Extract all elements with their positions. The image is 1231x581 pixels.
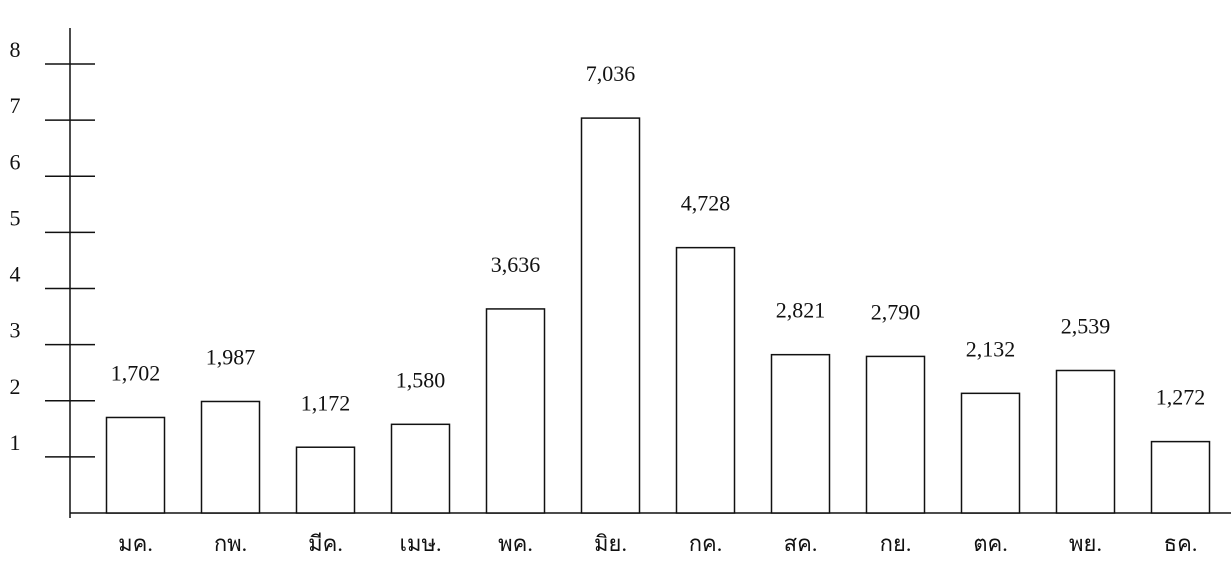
value-label: 3,636: [491, 252, 541, 277]
x-tick-label: เมษ.: [399, 531, 441, 556]
x-tick-label: ตค.: [973, 531, 1008, 556]
y-tick-label: 4: [10, 262, 21, 287]
x-tick-label: กพ.: [214, 531, 247, 556]
y-tick-label: 6: [10, 149, 21, 174]
bar: [200, 400, 261, 514]
x-tick-label: พค.: [498, 531, 533, 556]
x-tick-label: มิย.: [594, 531, 627, 556]
x-tick-label: กย.: [880, 531, 912, 556]
y-tick-label: 1: [10, 430, 21, 455]
bar: [580, 117, 641, 514]
y-tick-label: 8: [10, 37, 21, 62]
value-label: 2,821: [776, 298, 826, 323]
bar: [390, 423, 451, 514]
y-tick-label: 5: [10, 205, 21, 230]
bar: [485, 308, 546, 514]
value-label: 7,036: [586, 61, 636, 86]
y-tick-label: 2: [10, 374, 21, 399]
value-label: 1,702: [111, 361, 161, 386]
value-label: 1,580: [396, 367, 446, 392]
value-label: 4,728: [681, 191, 731, 216]
value-label: 2,790: [871, 299, 921, 324]
value-label: 1,987: [206, 345, 256, 370]
value-label: 2,539: [1061, 314, 1111, 339]
y-tick-label: 7: [10, 93, 21, 118]
bar: [1150, 440, 1211, 514]
x-tick-label: พย.: [1069, 531, 1102, 556]
x-tick-label: มค.: [118, 531, 153, 556]
value-label: 1,272: [1156, 385, 1206, 410]
bar: [105, 416, 166, 514]
x-tick-label: มีค.: [308, 531, 343, 556]
x-tick-label: ธค.: [1164, 531, 1198, 556]
value-label: 2,132: [966, 336, 1016, 361]
bar: [295, 446, 356, 514]
y-tick-label: 3: [10, 318, 21, 343]
bar: [1055, 369, 1116, 514]
bar: [865, 355, 926, 514]
bar: [675, 246, 736, 514]
x-tick-label: กค.: [689, 531, 723, 556]
x-tick-label: สค.: [784, 531, 818, 556]
bar: [770, 353, 831, 514]
bar: [960, 392, 1021, 514]
value-label: 1,172: [301, 390, 351, 415]
